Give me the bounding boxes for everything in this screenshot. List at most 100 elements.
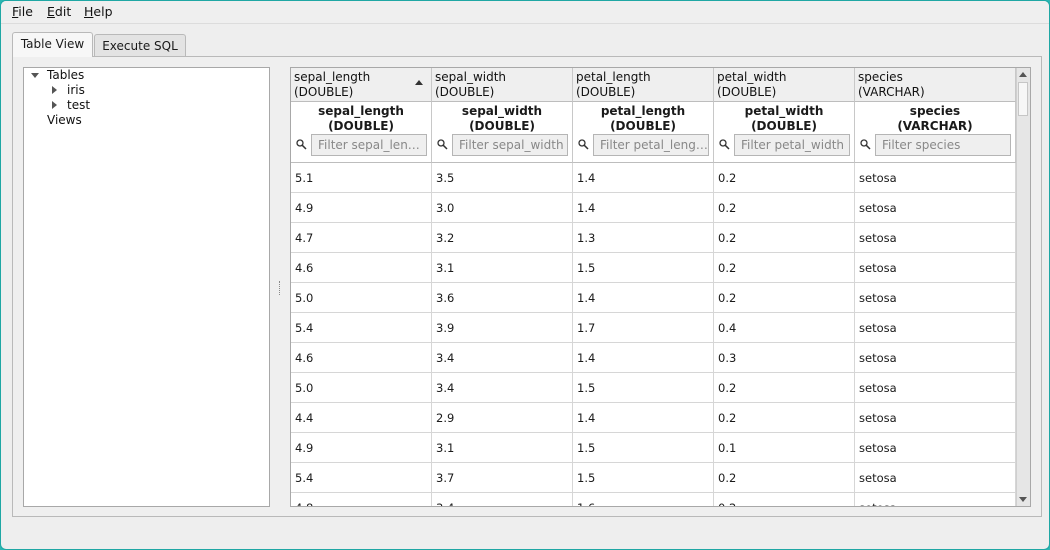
table-cell[interactable]: 4.4 xyxy=(291,403,432,433)
scroll-thumb[interactable] xyxy=(1018,82,1028,116)
menu-edit[interactable]: Edit xyxy=(47,4,71,19)
scroll-down-icon[interactable] xyxy=(1019,497,1027,502)
table-cell[interactable]: 3.1 xyxy=(432,433,573,463)
expand-iris-icon[interactable] xyxy=(52,86,57,94)
table-cell[interactable]: setosa xyxy=(855,253,1016,283)
column-header-sepal-width[interactable]: sepal_width (DOUBLE) xyxy=(432,68,573,102)
table-cell[interactable]: 0.2 xyxy=(714,403,855,433)
table-cell[interactable]: setosa xyxy=(855,493,1016,507)
sort-ascending-icon xyxy=(415,80,423,85)
table-cell[interactable]: 0.2 xyxy=(714,163,855,193)
filter-input-sepal-length[interactable]: Filter sepal_length xyxy=(311,134,427,156)
table-cell[interactable]: 4.6 xyxy=(291,343,432,373)
table-cell[interactable]: setosa xyxy=(855,283,1016,313)
table-cell[interactable]: 5.1 xyxy=(291,163,432,193)
table-cell[interactable]: 3.4 xyxy=(432,343,573,373)
table-cell[interactable]: setosa xyxy=(855,343,1016,373)
table-cell[interactable]: 4.7 xyxy=(291,223,432,253)
table-cell[interactable]: setosa xyxy=(855,223,1016,253)
filter-column-title: sepal_width (DOUBLE) xyxy=(432,104,572,134)
table-cell[interactable]: 3.5 xyxy=(432,163,573,193)
filter-column-name: sepal_width xyxy=(432,104,572,119)
filter-input-petal-width[interactable]: Filter petal_width xyxy=(734,134,850,156)
expand-test-icon[interactable] xyxy=(52,101,57,109)
table-cell[interactable]: 1.3 xyxy=(573,223,714,253)
table-cell[interactable]: 2.9 xyxy=(432,403,573,433)
table-cell[interactable]: setosa xyxy=(855,433,1016,463)
table-cell[interactable]: 0.1 xyxy=(714,433,855,463)
table-cell[interactable]: 4.9 xyxy=(291,193,432,223)
search-icon xyxy=(860,139,871,150)
table-cell[interactable]: 3.4 xyxy=(432,373,573,403)
tree-item-test[interactable]: test xyxy=(67,98,90,112)
filter-column-title: petal_length (DOUBLE) xyxy=(573,104,713,134)
tab-table-view[interactable]: Table View xyxy=(12,32,93,57)
column-header-sepal-length[interactable]: sepal_length (DOUBLE) xyxy=(291,68,432,102)
schema-tree[interactable]: Tables iris test Views xyxy=(23,67,270,507)
filter-header-petal-width: petal_width (DOUBLE) Filter petal_width xyxy=(714,102,855,163)
filter-column-type: (DOUBLE) xyxy=(291,119,431,134)
table-cell[interactable]: 3.7 xyxy=(432,463,573,493)
table-cell[interactable]: 0.2 xyxy=(714,463,855,493)
table-cell[interactable]: 1.4 xyxy=(573,403,714,433)
tree-item-views[interactable]: Views xyxy=(47,113,82,127)
menu-help[interactable]: Help xyxy=(84,4,113,19)
table-cell[interactable]: 3.4 xyxy=(432,493,573,507)
table-cell[interactable]: 3.9 xyxy=(432,313,573,343)
table-cell[interactable]: 5.0 xyxy=(291,373,432,403)
column-header-petal-width[interactable]: petal_width (DOUBLE) xyxy=(714,68,855,102)
table-cell[interactable]: 1.4 xyxy=(573,343,714,373)
filter-input-species[interactable]: Filter species xyxy=(875,134,1011,156)
tree-item-tables[interactable]: Tables xyxy=(47,68,84,82)
column-header-name: petal_length xyxy=(576,70,713,85)
table-cell[interactable]: 4.6 xyxy=(291,253,432,283)
table-cell[interactable]: 3.0 xyxy=(432,193,573,223)
menubar: File Edit Help xyxy=(1,1,1049,24)
vertical-scrollbar[interactable] xyxy=(1016,68,1030,506)
table-cell[interactable]: 5.0 xyxy=(291,283,432,313)
table-cell[interactable]: 1.5 xyxy=(573,373,714,403)
table-cell[interactable]: 0.2 xyxy=(714,283,855,313)
table-cell[interactable]: 1.4 xyxy=(573,163,714,193)
table-cell[interactable]: 4.9 xyxy=(291,433,432,463)
table-cell[interactable]: 5.4 xyxy=(291,463,432,493)
table-cell[interactable]: 1.4 xyxy=(573,193,714,223)
table-cell[interactable]: setosa xyxy=(855,163,1016,193)
table-cell[interactable]: 0.2 xyxy=(714,493,855,507)
table-cell[interactable]: 0.2 xyxy=(714,193,855,223)
filter-input-sepal-width[interactable]: Filter sepal_width xyxy=(452,134,568,156)
table-cell[interactable]: 3.6 xyxy=(432,283,573,313)
table-cell[interactable]: setosa xyxy=(855,313,1016,343)
column-header-petal-length[interactable]: petal_length (DOUBLE) xyxy=(573,68,714,102)
expand-tables-icon[interactable] xyxy=(31,73,39,78)
table-cell[interactable]: 4.8 xyxy=(291,493,432,507)
filter-input-petal-length[interactable]: Filter petal_length xyxy=(593,134,709,156)
table-cell[interactable]: 0.3 xyxy=(714,343,855,373)
table-cell[interactable]: 1.5 xyxy=(573,463,714,493)
table-cell[interactable]: 0.4 xyxy=(714,313,855,343)
table-cell[interactable]: 3.2 xyxy=(432,223,573,253)
column-header-species[interactable]: species (VARCHAR) xyxy=(855,68,1016,102)
scroll-up-icon[interactable] xyxy=(1019,72,1027,77)
table-cell[interactable]: setosa xyxy=(855,403,1016,433)
table-cell[interactable]: 0.2 xyxy=(714,373,855,403)
column-header-type: (DOUBLE) xyxy=(576,85,713,100)
splitter-handle[interactable] xyxy=(279,281,282,295)
data-table: sepal_length (DOUBLE) sepal_length (DOUBLE)… xyxy=(290,67,1031,507)
column-header-name: species xyxy=(858,70,1015,85)
table-cell[interactable]: 0.2 xyxy=(714,223,855,253)
table-cell[interactable]: 5.4 xyxy=(291,313,432,343)
table-cell[interactable]: setosa xyxy=(855,463,1016,493)
table-cell[interactable]: 0.2 xyxy=(714,253,855,283)
table-cell[interactable]: 3.1 xyxy=(432,253,573,283)
table-cell[interactable]: setosa xyxy=(855,193,1016,223)
table-cell[interactable]: 1.4 xyxy=(573,283,714,313)
table-cell[interactable]: 1.6 xyxy=(573,493,714,507)
tree-item-iris[interactable]: iris xyxy=(67,83,85,97)
table-cell[interactable]: setosa xyxy=(855,373,1016,403)
table-cell[interactable]: 1.5 xyxy=(573,433,714,463)
table-cell[interactable]: 1.5 xyxy=(573,253,714,283)
menu-file[interactable]: File xyxy=(12,4,33,19)
table-cell[interactable]: 1.7 xyxy=(573,313,714,343)
tab-execute-sql[interactable]: Execute SQL xyxy=(94,34,186,58)
